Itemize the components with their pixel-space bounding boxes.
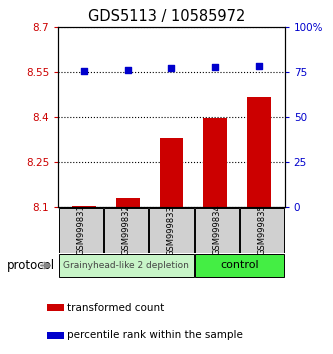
Text: protocol: protocol xyxy=(7,259,55,272)
Text: control: control xyxy=(220,261,259,270)
Bar xyxy=(194,207,239,253)
Bar xyxy=(59,254,194,277)
Bar xyxy=(47,304,64,311)
Text: transformed count: transformed count xyxy=(67,303,164,313)
Text: GSM999835: GSM999835 xyxy=(257,205,267,256)
Point xyxy=(125,67,131,73)
Bar xyxy=(59,207,103,253)
Point xyxy=(256,63,261,69)
Bar xyxy=(247,97,270,207)
Bar xyxy=(149,207,194,253)
Point xyxy=(212,64,218,70)
Text: GDS5113 / 10585972: GDS5113 / 10585972 xyxy=(88,9,245,24)
Bar xyxy=(194,254,284,277)
Text: GSM999833: GSM999833 xyxy=(167,205,176,256)
Bar xyxy=(47,332,64,339)
Bar xyxy=(104,207,149,253)
Text: Grainyhead-like 2 depletion: Grainyhead-like 2 depletion xyxy=(63,261,189,270)
Text: GSM999834: GSM999834 xyxy=(212,205,221,256)
Text: GSM999831: GSM999831 xyxy=(76,205,86,256)
Point xyxy=(82,68,87,74)
Bar xyxy=(116,198,140,207)
Text: percentile rank within the sample: percentile rank within the sample xyxy=(67,330,243,340)
Bar xyxy=(240,207,284,253)
Text: GSM999832: GSM999832 xyxy=(122,205,131,256)
Point xyxy=(169,65,174,71)
Bar xyxy=(203,118,227,207)
Bar xyxy=(160,138,183,207)
Bar xyxy=(72,206,96,207)
